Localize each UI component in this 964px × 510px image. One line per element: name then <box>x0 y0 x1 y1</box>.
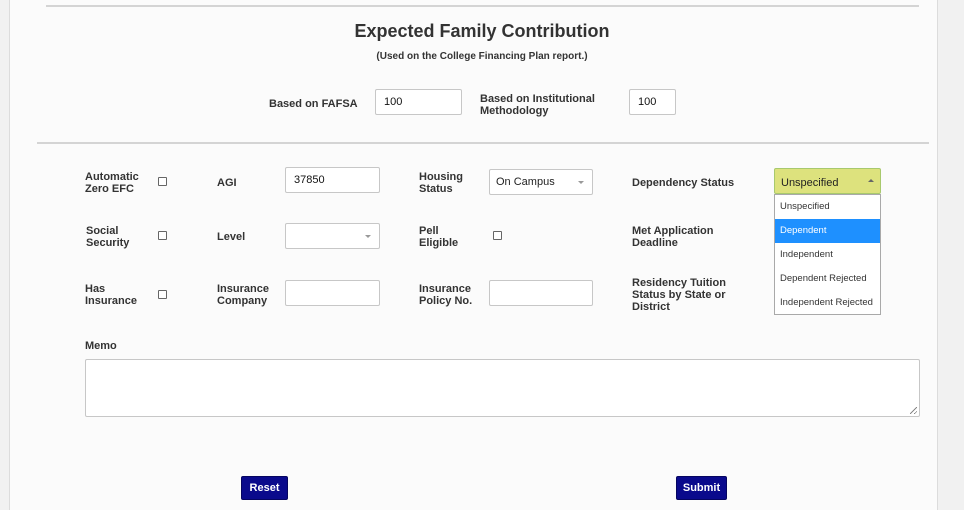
im-label: Based on Institutional Methodology <box>480 93 595 117</box>
top-divider <box>46 5 919 7</box>
memo-label: Memo <box>85 340 117 352</box>
level-select[interactable] <box>285 223 380 249</box>
social-line1: Social <box>86 225 119 237</box>
chevron-down-icon <box>578 181 584 184</box>
insurance-company-label: Insurance Company <box>217 283 269 307</box>
pell-line1: Pell <box>419 225 439 237</box>
company-line2: Company <box>217 295 268 307</box>
housing-status-select[interactable]: On Campus <box>489 169 593 195</box>
chevron-up-icon <box>868 179 874 182</box>
housing-status-value: On Campus <box>496 176 555 188</box>
auto-zero-efc-checkbox[interactable] <box>158 177 167 186</box>
policy-number-input[interactable] <box>489 280 593 306</box>
dependency-status-dropdown: Unspecified Dependent Independent Depend… <box>774 194 881 315</box>
resize-grip-icon[interactable] <box>910 407 917 414</box>
met-line2: Deadline <box>632 237 678 249</box>
residency-line2: Status by State or <box>632 289 726 301</box>
insurance-company-input[interactable] <box>285 280 380 306</box>
im-label-line1: Based on Institutional <box>480 93 595 105</box>
dropdown-option-highlighted[interactable]: Dependent <box>775 219 880 243</box>
pell-eligible-checkbox[interactable] <box>493 231 502 240</box>
dropdown-option[interactable]: Dependent Rejected <box>780 273 867 284</box>
has-insurance-checkbox[interactable] <box>158 290 167 299</box>
has-insurance-label: Has Insurance <box>85 283 137 307</box>
residency-line3: District <box>632 301 670 313</box>
im-input[interactable]: 100 <box>629 89 676 115</box>
page-subtitle: (Used on the College Financing Plan repo… <box>376 51 588 62</box>
policy-line2: Policy No. <box>419 295 473 307</box>
middle-divider <box>37 142 929 144</box>
dropdown-option[interactable]: Unspecified <box>780 201 830 212</box>
fafsa-label: Based on FAFSA <box>269 98 358 110</box>
agi-input[interactable]: 37850 <box>285 167 380 193</box>
housing-line1: Housing <box>419 171 463 183</box>
auto-zero-efc-line1: Automatic <box>85 171 139 183</box>
company-line1: Insurance <box>217 283 269 295</box>
met-line1: Met Application <box>632 225 714 237</box>
dropdown-option[interactable]: Independent <box>780 249 833 260</box>
residency-line1: Residency Tuition <box>632 277 726 289</box>
residency-status-label: Residency Tuition Status by State or Dis… <box>632 277 726 313</box>
social-security-checkbox[interactable] <box>158 231 167 240</box>
page-title: Expected Family Contribution <box>354 21 610 41</box>
auto-zero-efc-line2: Zero EFC <box>85 183 134 195</box>
submit-button[interactable]: Submit <box>676 476 727 500</box>
fafsa-input[interactable]: 100 <box>375 89 462 115</box>
policy-number-label: Insurance Policy No. <box>419 283 472 307</box>
agi-label: AGI <box>217 177 237 189</box>
dependency-status-value: Unspecified <box>781 177 839 189</box>
dropdown-option[interactable]: Independent Rejected <box>780 297 873 308</box>
policy-line1: Insurance <box>419 283 471 295</box>
im-label-line2: Methodology <box>480 105 549 117</box>
insurance-line2: Insurance <box>85 295 137 307</box>
social-security-label: Social Security <box>86 225 129 249</box>
memo-textarea[interactable] <box>85 359 920 417</box>
housing-status-label: Housing Status <box>419 171 463 195</box>
chevron-down-icon <box>365 235 371 238</box>
pell-line2: Eligible <box>419 237 459 249</box>
pell-eligible-label: Pell Eligible <box>419 225 458 249</box>
dependency-status-label: Dependency Status <box>632 177 735 189</box>
social-line2: Security <box>86 237 130 249</box>
met-deadline-label: Met Application Deadline <box>632 225 713 249</box>
dependency-status-select[interactable]: Unspecified <box>774 168 881 194</box>
reset-button[interactable]: Reset <box>241 476 288 500</box>
level-label: Level <box>217 231 246 243</box>
auto-zero-efc-label: Automatic Zero EFC <box>85 171 139 195</box>
insurance-line1: Has <box>85 283 106 295</box>
housing-line2: Status <box>419 183 453 195</box>
